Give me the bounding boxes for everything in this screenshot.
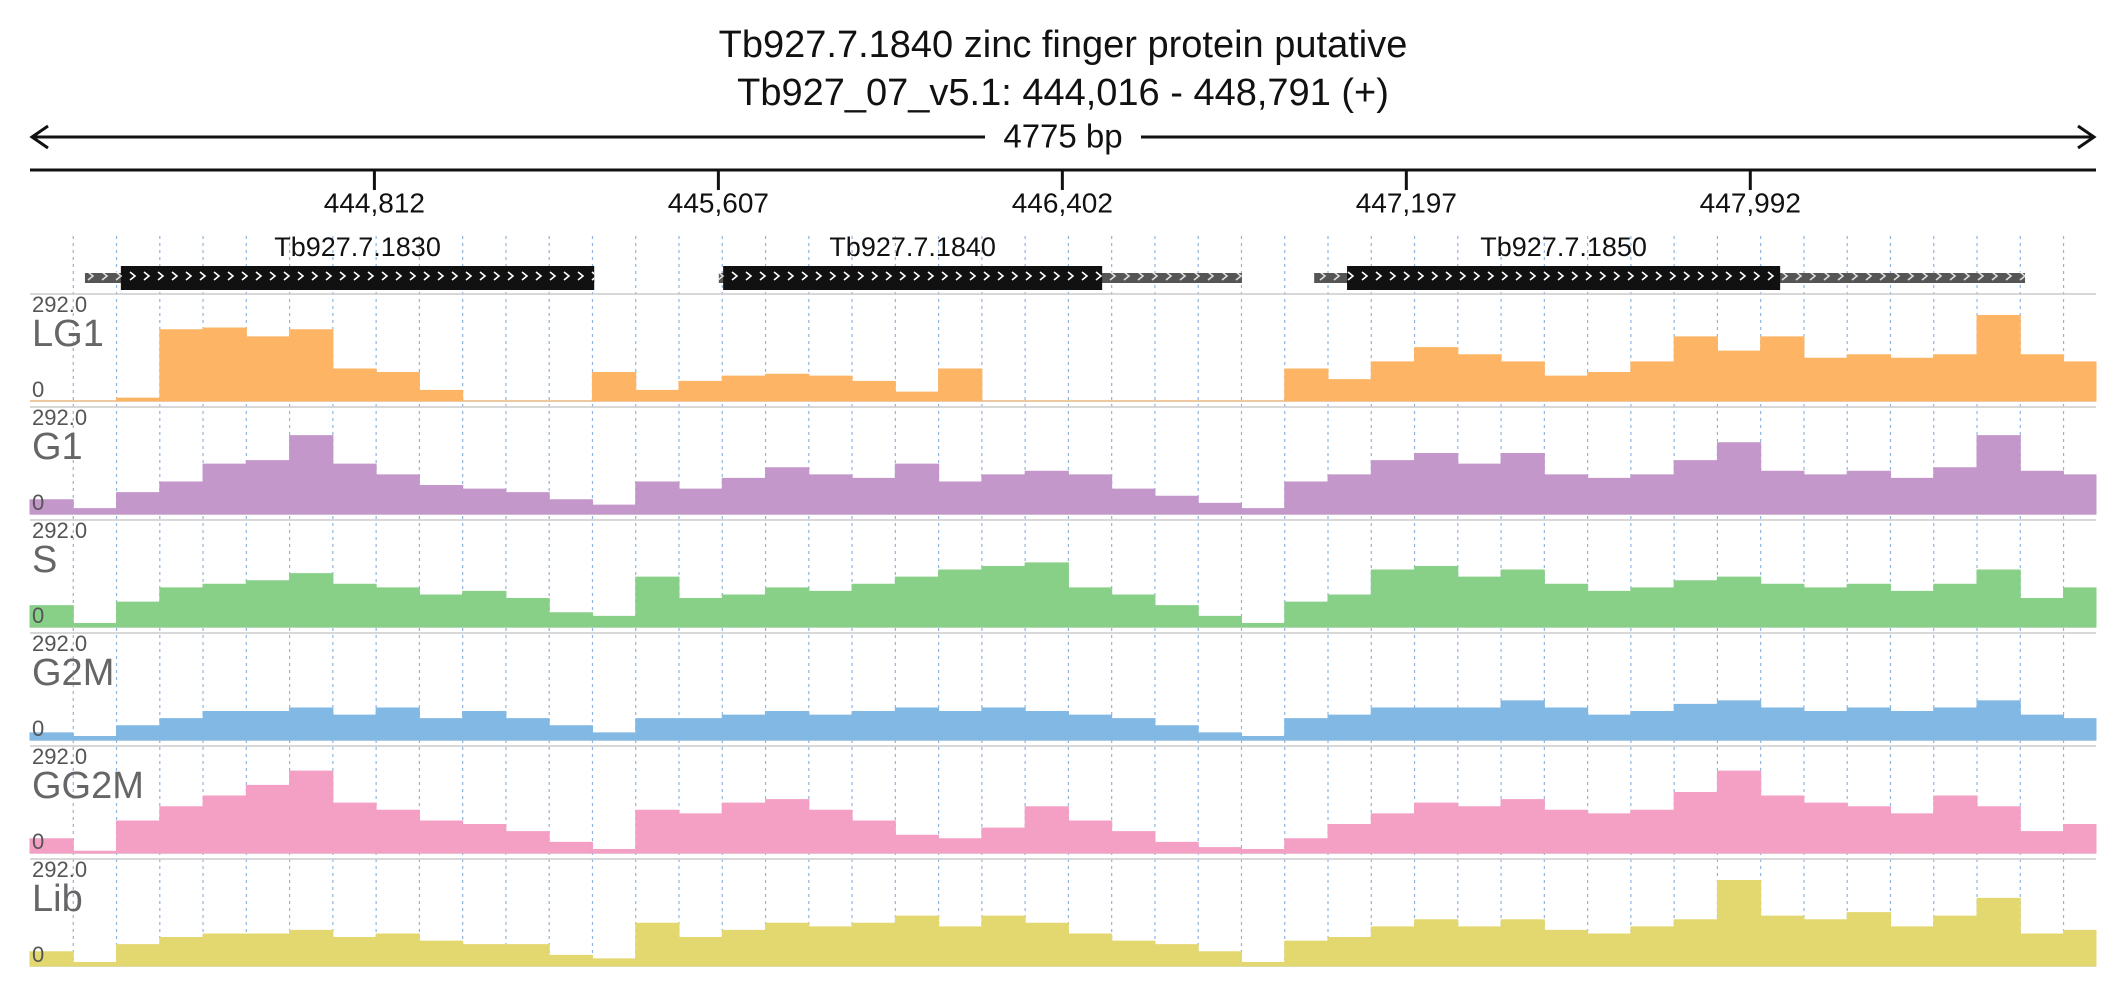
coverage-area: [29, 435, 2097, 515]
x-tick-label: 447,992: [1700, 187, 1801, 218]
x-tick-label: 447,197: [1356, 187, 1457, 218]
span-label: 4775 bp: [1003, 118, 1122, 155]
cds-chevrons: [723, 266, 1103, 290]
coverage-area: [29, 700, 2097, 741]
y-tick-label: 292.0: [32, 744, 87, 769]
y-tick-label: 292.0: [32, 631, 87, 656]
track-name: LG1: [32, 313, 104, 355]
y-tick-label: 0: [32, 490, 44, 515]
y-tick-label: 0: [32, 829, 44, 854]
track-name: S: [32, 539, 57, 581]
x-tick-label: 444,812: [324, 187, 425, 218]
y-tick-label: 292.0: [32, 518, 87, 543]
track-name: G2M: [32, 652, 114, 694]
span-arrows: [29, 124, 2097, 150]
y-tick-label: 292.0: [32, 857, 87, 882]
cds-chevrons: [120, 266, 595, 290]
coverage-area: [30, 315, 2097, 402]
y-tick-label: 0: [32, 377, 44, 402]
coverage-area: [29, 770, 2097, 854]
track-name: Lib: [32, 878, 83, 920]
coverage-area: [29, 880, 2097, 967]
gene-label: Tb927.7.1840: [829, 232, 996, 262]
coverage-area: [29, 562, 2097, 628]
span-label-bg: [985, 120, 1141, 154]
cds-chevrons: [1347, 266, 1781, 290]
gene-label: Tb927.7.1850: [1480, 232, 1647, 262]
track-name: GG2M: [32, 765, 144, 807]
track-name: G1: [32, 426, 83, 468]
y-tick-label: 292.0: [32, 292, 87, 317]
x-tick-label: 445,607: [668, 187, 769, 218]
x-tick-label: 446,402: [1012, 187, 1113, 218]
subtitle: Tb927_07_v5.1: 444,016 - 448,791 (+): [737, 72, 1389, 114]
gene-label: Tb927.7.1830: [274, 232, 441, 262]
y-tick-label: 0: [32, 603, 44, 628]
y-tick-label: 0: [32, 716, 44, 741]
y-tick-label: 0: [32, 942, 44, 967]
y-tick-label: 292.0: [32, 405, 87, 430]
title: Tb927.7.1840 zinc finger protein putativ…: [719, 24, 1408, 66]
